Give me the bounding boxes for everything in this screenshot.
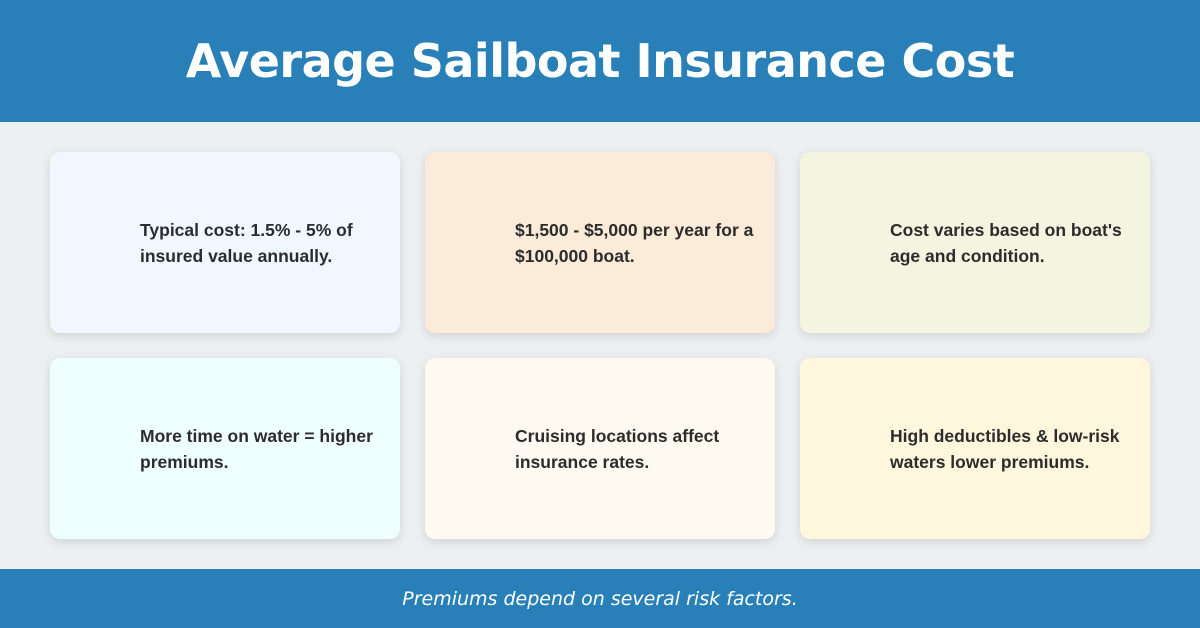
info-card-deductibles: High deductibles & low-risk waters lower… (800, 358, 1150, 539)
info-card-time-on-water: More time on water = higher premiums. (50, 358, 400, 539)
info-card-boat-age: Cost varies based on boat's age and cond… (800, 152, 1150, 333)
card-text: $1,500 - $5,000 per year for a $100,000 … (515, 219, 754, 266)
header-banner: Average Sailboat Insurance Cost (0, 0, 1200, 122)
page-title: Average Sailboat Insurance Cost (185, 34, 1015, 88)
card-text: Cost varies based on boat's age and cond… (890, 219, 1122, 266)
footer-note: Premiums depend on several risk factors. (402, 587, 798, 610)
info-card-price-range: $1,500 - $5,000 per year for a $100,000 … (425, 152, 775, 333)
card-text: Cruising locations affect insurance rate… (515, 425, 720, 472)
footer-banner: Premiums depend on several risk factors. (0, 569, 1200, 628)
info-card-grid: Typical cost: 1.5% - 5% of insured value… (50, 152, 1150, 539)
card-text: Typical cost: 1.5% - 5% of insured value… (140, 219, 353, 266)
card-text: High deductibles & low-risk waters lower… (890, 425, 1120, 472)
info-card-cruising-locations: Cruising locations affect insurance rate… (425, 358, 775, 539)
info-card-typical-cost: Typical cost: 1.5% - 5% of insured value… (50, 152, 400, 333)
card-text: More time on water = higher premiums. (140, 425, 373, 472)
